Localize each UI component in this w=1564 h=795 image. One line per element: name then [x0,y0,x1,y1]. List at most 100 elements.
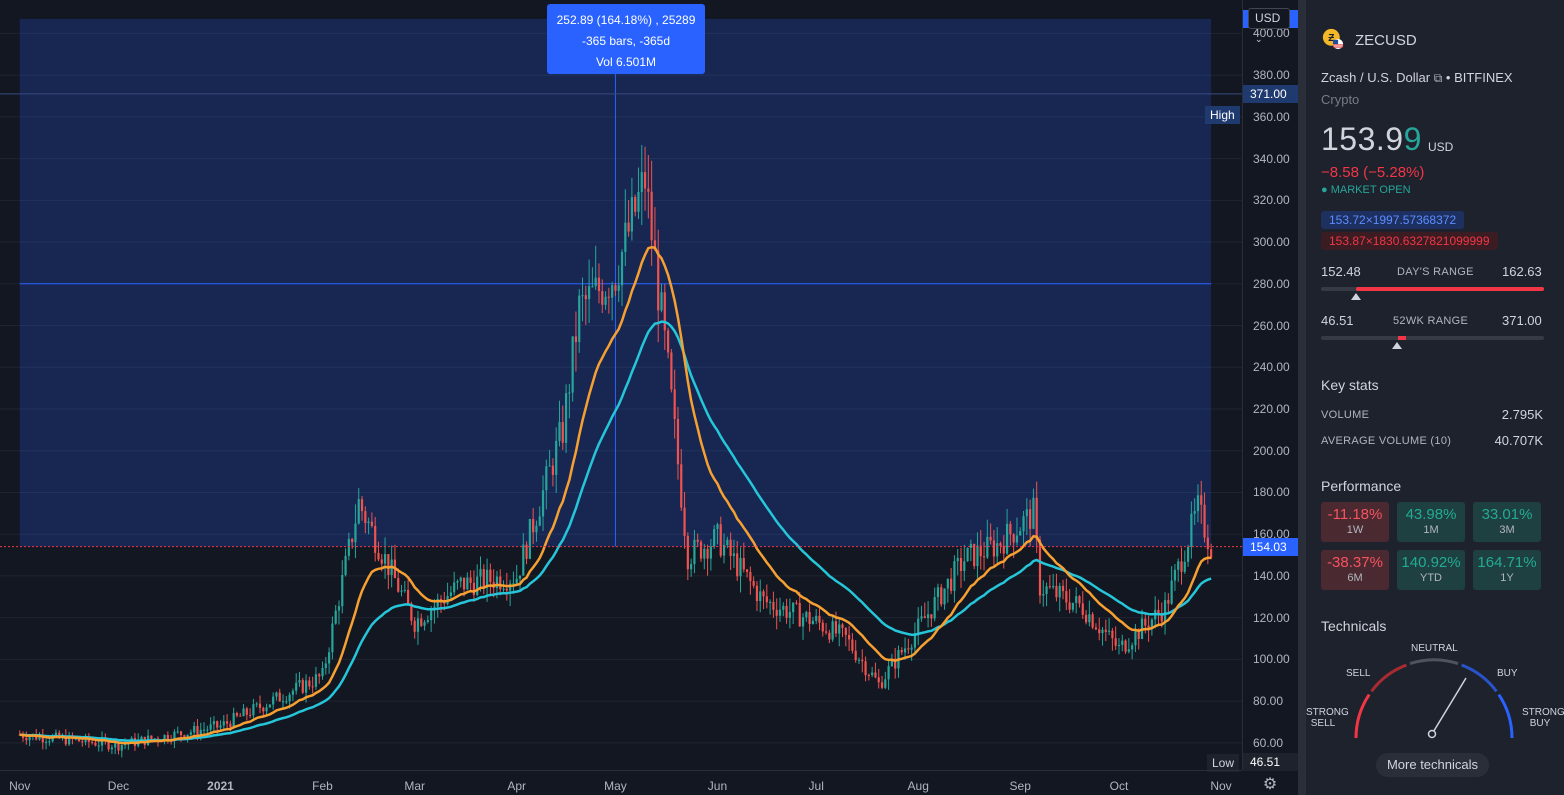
candle-down [1061,585,1065,592]
candle-down [844,627,847,635]
candle-down [867,675,870,677]
price-tick-label: 240.00 [1253,360,1290,375]
candle-down [1012,534,1015,543]
candle-down [1002,545,1005,554]
candle-up [535,525,538,533]
candle-down [861,659,864,662]
candle-down [1029,509,1032,529]
candle-up [522,544,525,576]
candle-up [173,731,176,742]
candle-down [742,557,745,570]
candle-down [874,672,877,678]
low-label: Low [1207,754,1240,772]
candle-up [328,652,331,664]
price-tick-label: 220.00 [1253,401,1290,416]
candle-down [1210,549,1213,559]
candle-down [551,465,555,475]
candle-up [423,622,426,626]
candle-down [848,634,851,640]
candle-up [189,732,192,735]
technicals-title[interactable]: Technicals [1321,618,1387,634]
last-price-digit: 9 [1403,121,1422,157]
candle-down [196,725,199,736]
candle-up [936,587,940,598]
currency-select[interactable]: USD ⌄ [1248,8,1290,44]
settings-gear-icon[interactable]: ⚙ [1262,776,1278,793]
candle-up [1131,645,1134,650]
symbol-name[interactable]: ZECUSD [1355,32,1417,49]
candle-up [887,666,890,680]
candle-down [258,703,262,709]
candle-up [591,286,594,288]
candle-up [48,741,51,743]
price-chart[interactable] [0,0,1242,770]
external-link-icon[interactable]: ⧉ [1433,71,1443,85]
candle-up [545,466,548,491]
candle-down [1035,497,1038,540]
candle-up [436,598,439,607]
candle-up [153,738,156,740]
candle-up [453,582,456,593]
price-axis[interactable]: 400.00 380.00 360.00 340.00 320.00 300.00 280.… [1242,0,1299,771]
candle-up [996,543,999,557]
candle-down [979,545,982,557]
candle-up [969,543,972,548]
candle-down [574,336,578,343]
candle-up [769,601,772,603]
candle-up [660,292,663,311]
candle-down [670,352,673,390]
candle-up [926,614,930,619]
candle-down [597,277,601,292]
candle-down [235,713,239,716]
price-tick-label: 180.00 [1253,485,1290,500]
candle-up [986,536,989,558]
candle-down [91,741,94,743]
candle-up [298,680,301,683]
price-tick-label: 80.00 [1253,694,1284,709]
candle-up [44,741,48,743]
candle-up [400,590,403,592]
candle-up [788,612,791,618]
price-tick-label: 400.00 [1253,26,1290,41]
candle-down [1009,523,1012,535]
candle-down [762,591,765,597]
candle-down [262,708,265,712]
candle-up [518,575,522,579]
candle-down [1048,586,1051,588]
candle-up [811,620,815,624]
candle-up [890,658,893,667]
candle-up [1071,602,1075,610]
day-range-marker-icon [1351,293,1361,300]
gauge-label-strong-buy: STRONG BUY [1522,707,1564,729]
technicals-gauge[interactable] [1346,650,1522,750]
candle-up [281,701,285,703]
gauge-pivot [1427,729,1437,739]
candle-down [736,553,739,577]
avg-volume-value: 40.707K [1494,433,1543,448]
candle-up [212,721,216,725]
symbol-details-panel: Ƶ ZECUSD Zcash / U.S. Dollar ⧉ • BITFINE… [1306,0,1564,795]
candle-down [1144,618,1147,626]
candle-down [880,682,884,688]
performance-period: 1W [1346,524,1364,536]
candle-up [1183,561,1186,572]
day-range-high: 162.63 [1502,264,1542,279]
candle-up [976,545,979,567]
candle-down [1091,614,1094,628]
symbol-description-text[interactable]: Zcash / U.S. Dollar [1321,70,1431,85]
candle-up [1186,546,1190,562]
week52-range-high: 371.00 [1502,313,1542,328]
candle-up [910,647,913,650]
candle-up [568,392,571,394]
more-technicals-button[interactable]: More technicals [1376,753,1489,777]
candle-up [726,539,729,546]
measure-volume: Vol 6.501M [595,55,657,69]
candle-down [650,191,653,241]
candle-up [956,557,959,562]
performance-value: 164.71% [1477,554,1537,571]
candle-up [140,736,143,740]
measure-bars: -365 bars, -365d [581,34,671,48]
time-axis[interactable]: Nov Dec 2021 Feb Mar Apr May Jun Jul Aug Sep Oct Nov [0,770,1242,795]
chart-area[interactable]: 252.89 (164.18%) , 25289 -365 bars, -365… [0,0,1299,795]
panel-divider[interactable] [1298,0,1306,795]
